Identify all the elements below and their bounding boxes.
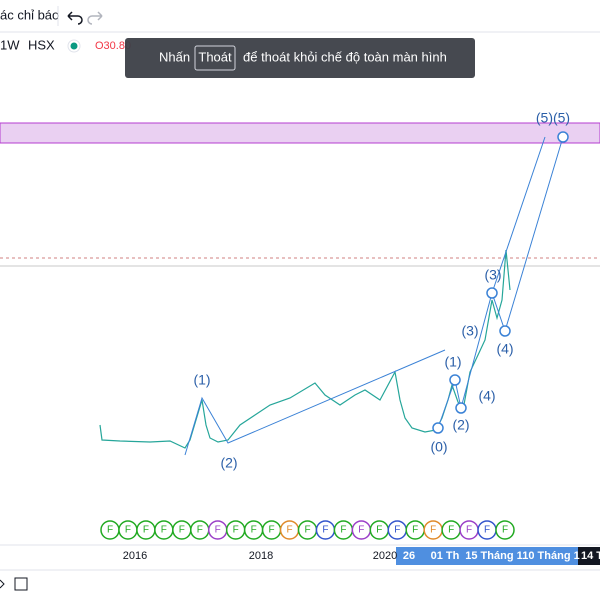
wave-label: (2) [452,417,469,433]
event-label: F [161,525,167,536]
price-series [99,249,511,449]
event-label: F [179,525,185,536]
event-label: F [394,525,400,536]
wave-label: (5)(5) [536,110,570,126]
wave-point [432,422,444,434]
axis-range-highlight [396,547,578,565]
time-label: 2018 [249,550,273,562]
wave-label: (4) [478,388,495,404]
toast-text: để thoát khỏi chế độ toàn màn hình [243,49,447,64]
event-label: F [358,525,364,536]
wave-point [557,131,569,143]
event-label: F [502,525,508,536]
indicators-button[interactable]: ác chỉ báo [0,7,59,22]
wave-point [449,374,461,386]
event-label: F [107,525,113,536]
toast-text: Nhấn [159,49,190,64]
event-label: F [215,525,221,536]
time-label: 2020 [373,550,397,562]
event-label: F [143,525,149,536]
wave-point [455,402,467,414]
event-label: F [286,525,292,536]
event-label: F [430,525,436,536]
time-label: 15 Tháng 1 [465,550,522,562]
redo-button[interactable] [87,11,103,25]
event-label: F [233,525,239,536]
event-label: F [340,525,346,536]
interval: 1W [0,37,20,52]
wave-point [499,325,511,337]
expand-icon[interactable] [0,579,5,589]
key-box [194,45,236,71]
event-label: F [484,525,490,536]
wave-label: (3) [484,267,501,283]
wave-label: (2) [220,455,237,471]
event-label: F [376,525,382,536]
wave-label: (1) [193,372,210,388]
wave-label: (1) [444,354,461,370]
wave-line [437,136,564,429]
wave-label: (3) [461,323,478,339]
wave-point [486,287,498,299]
wave-line [491,136,546,294]
event-label: F [304,525,310,536]
wave-label: (4) [496,341,513,357]
axis-cursor-label [578,547,600,565]
toast-key: Thoát [198,49,232,64]
wave-lines [184,136,564,456]
event-label: F [269,525,275,536]
undo-button[interactable] [67,11,83,25]
event-label: F [251,525,257,536]
event-label: F [322,525,328,536]
status-dot [70,42,78,50]
wave-points [432,131,569,434]
time-label: 10 Tháng 1 [522,550,579,562]
exchange: HSX [28,37,55,52]
fullscreen-toast [125,38,475,78]
wave-line [184,349,446,456]
compare-icon[interactable] [14,577,28,591]
event-label: F [466,525,472,536]
wave-labels: (1) (2) (0) (1) (2) (3) (4) (3) (4) (5)(5) [193,110,570,471]
target-zone [0,122,600,144]
time-label: 26 [403,550,415,562]
event-label: F [412,525,418,536]
time-label: 01 Th [431,550,460,562]
time-label: 14 T [581,550,600,562]
event-marker [495,520,515,540]
event-label: F [448,525,454,536]
wave-label: (0) [430,439,447,455]
time-label: 2016 [123,550,147,562]
event-label: F [197,525,203,536]
event-label: F [125,525,131,536]
open-price: O30.80 [95,40,131,52]
